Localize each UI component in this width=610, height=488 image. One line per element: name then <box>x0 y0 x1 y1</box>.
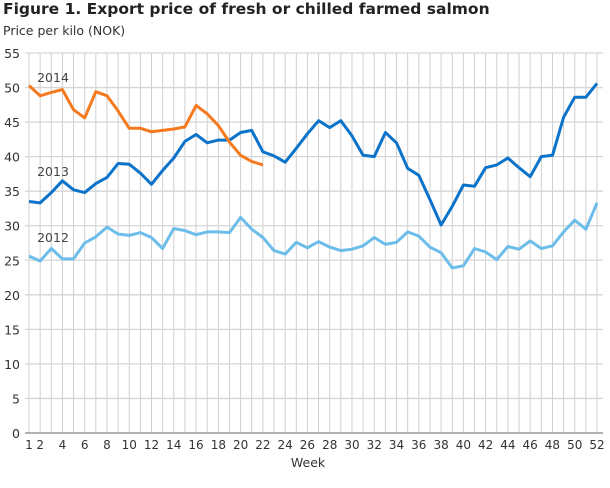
x-tick-label: 28 <box>322 438 337 452</box>
y-tick-label: 35 <box>4 184 20 199</box>
y-tick-label: 5 <box>12 391 20 406</box>
x-tick-label: 42 <box>478 438 493 452</box>
x-tick-label: 30 <box>344 438 359 452</box>
series-label-2013: 2013 <box>37 164 69 179</box>
series-labels: 2012 2013 2014 <box>37 70 69 245</box>
y-tick-label: 20 <box>4 288 20 303</box>
x-tick-labels: 1 2 4 6 8 10 12 14 16 18 20 22 24 26 28 30 32 34 36 38 40 42 4… <box>25 438 604 452</box>
x-tick-label: 24 <box>278 438 293 452</box>
x-tick-label: 8 <box>103 438 111 452</box>
y-tick-label: 15 <box>4 322 20 337</box>
grid <box>25 52 603 434</box>
x-tick-label: 40 <box>456 438 471 452</box>
x-tick-label: 16 <box>188 438 203 452</box>
x-tick-label: 4 <box>59 438 67 452</box>
x-tick-label: 10 <box>122 438 137 452</box>
x-tick-label: 18 <box>211 438 226 452</box>
x-tick-label: 36 <box>411 438 426 452</box>
x-tick-label: 50 <box>567 438 582 452</box>
y-tick-label: 55 <box>4 46 20 61</box>
x-axis-label: Week <box>291 455 326 470</box>
y-tick-label: 30 <box>4 219 20 234</box>
x-tick-label: 44 <box>500 438 515 452</box>
x-tick-label: 32 <box>367 438 382 452</box>
series-line-2014 <box>27 84 264 167</box>
x-tick-label: 26 <box>300 438 315 452</box>
y-tick-label: 50 <box>4 81 20 96</box>
chart-title: Figure 1. Export price of fresh or chill… <box>3 0 490 18</box>
x-tick-label: 52 <box>589 438 604 452</box>
y-axis-label: Price per kilo (NOK) <box>3 23 126 38</box>
y-tick-label: 0 <box>12 426 20 441</box>
series-label-2014: 2014 <box>37 70 69 85</box>
x-tick-label: 22 <box>255 438 270 452</box>
series-line-2012 <box>28 202 599 270</box>
series-line-2013 <box>28 82 599 227</box>
x-tick-label: 14 <box>166 438 181 452</box>
x-tick-label: 38 <box>433 438 448 452</box>
x-tick-label: 6 <box>81 438 89 452</box>
x-tick-label: 48 <box>545 438 560 452</box>
series-label-2012: 2012 <box>37 230 69 245</box>
x-tick-label: 12 <box>144 438 159 452</box>
y-tick-label: 45 <box>4 115 20 130</box>
x-tick-label: 46 <box>523 438 538 452</box>
series-lines <box>27 82 599 270</box>
y-tick-labels: 0 5 10 15 20 25 30 35 40 45 50 55 <box>4 46 20 441</box>
x-tick-label: 2 <box>36 438 44 452</box>
x-tick-label: 1 <box>25 438 33 452</box>
y-tick-label: 10 <box>4 357 20 372</box>
x-tick-label: 20 <box>233 438 248 452</box>
y-tick-label: 25 <box>4 253 20 268</box>
x-tick-label: 34 <box>389 438 404 452</box>
y-tick-label: 40 <box>4 150 20 165</box>
